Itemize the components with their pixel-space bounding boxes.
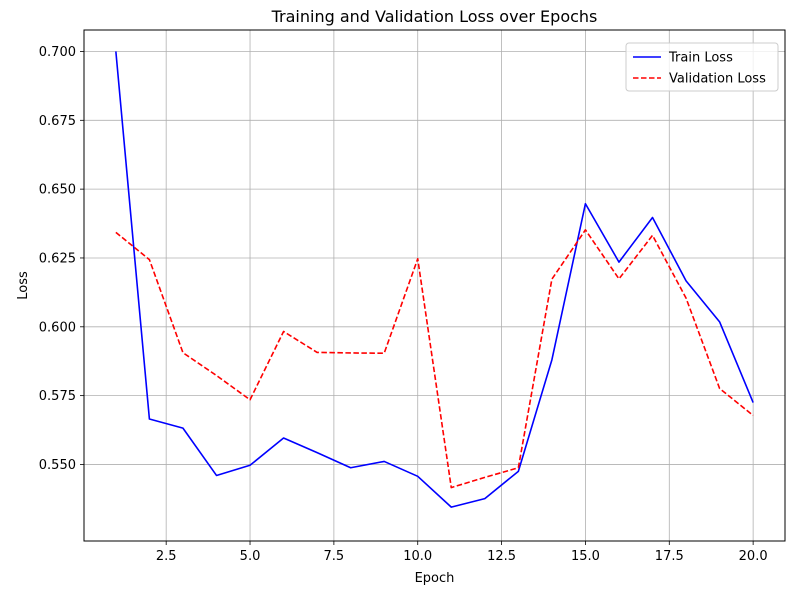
legend: Train Loss Validation Loss — [625, 42, 779, 92]
y-tick-label: 0.700 — [39, 45, 76, 60]
y-tick-label: 0.550 — [39, 458, 76, 473]
y-tick-label: 0.600 — [39, 320, 76, 335]
y-tick-label: 0.675 — [39, 114, 76, 129]
grid-lines — [84, 30, 785, 541]
y-tick-label: 0.650 — [39, 183, 76, 198]
x-tick-label: 10.0 — [403, 549, 432, 564]
legend-box — [625, 42, 779, 92]
plot-frame — [83, 29, 786, 542]
x-axis: 2.5 5.0 7.5 10.0 12.5 15.0 17.5 20.0 — [156, 541, 768, 564]
series-line-validation — [115, 229, 754, 489]
x-tick-label: 7.5 — [324, 549, 345, 564]
x-tick-label: 17.5 — [655, 549, 684, 564]
x-tick-label: 20.0 — [739, 549, 768, 564]
chart-title: Training and Validation Loss over Epochs — [271, 7, 598, 26]
x-tick-label: 5.0 — [240, 549, 261, 564]
series-lines — [115, 51, 754, 508]
y-tick-label: 0.625 — [39, 251, 76, 266]
x-tick-label: 12.5 — [487, 549, 516, 564]
y-axis: 0.550 0.575 0.600 0.625 0.650 0.675 0.700 — [39, 45, 84, 473]
series-line-train — [115, 51, 754, 508]
x-axis-label: Epoch — [415, 571, 455, 586]
legend-label-train: Train Loss — [668, 51, 733, 66]
x-tick-label: 2.5 — [156, 549, 177, 564]
x-tick-label: 15.0 — [571, 549, 600, 564]
legend-label-validation: Validation Loss — [669, 72, 766, 87]
y-tick-label: 0.575 — [39, 389, 76, 404]
y-axis-label: Loss — [16, 271, 31, 300]
